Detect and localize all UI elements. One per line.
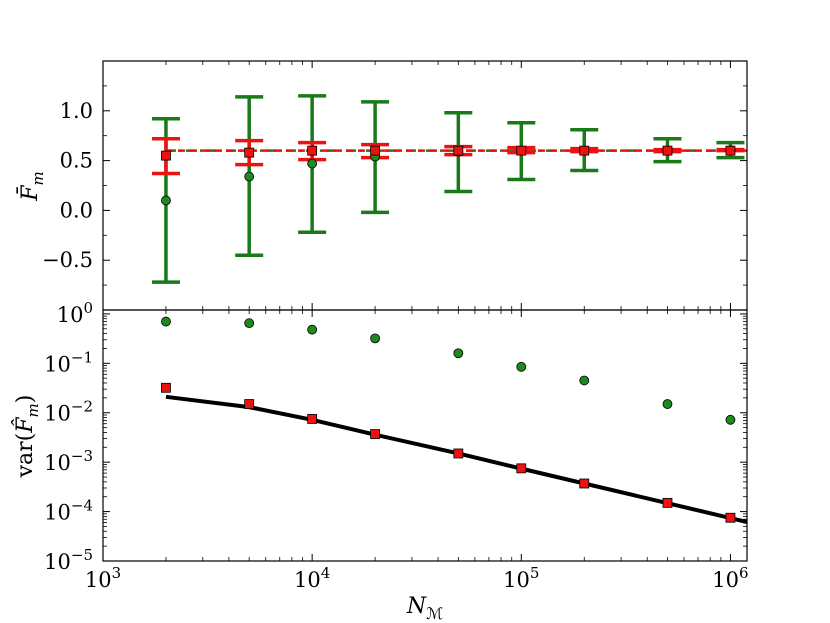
- green-variance-point: [244, 318, 255, 329]
- y-tick-label-bottom: 10−1: [44, 348, 93, 376]
- green-mean-point: [307, 158, 318, 169]
- top-panel-axes: −0.5 0.0 0.5 1.0: [42, 61, 747, 310]
- bottom-panel-frame: [102, 309, 748, 562]
- y-axis-label-top: F̄m: [16, 171, 47, 202]
- red-variance-point: [244, 399, 255, 409]
- red-mean-point: [307, 145, 318, 156]
- y-tick-label-bottom: 10−3: [44, 447, 93, 475]
- red-mean-point: [662, 145, 673, 156]
- green-mean-point: [161, 195, 171, 206]
- red-mean-point: [161, 150, 171, 161]
- green-variance-point: [725, 414, 736, 425]
- red-variance-point: [307, 414, 318, 424]
- green-variance-point: [662, 399, 673, 409]
- x-tick-label: 105: [503, 564, 539, 592]
- bottom-plot-area: [103, 310, 747, 561]
- red-mean-point: [453, 145, 464, 156]
- red-variance-point: [453, 448, 464, 459]
- green-variance-point: [453, 348, 464, 359]
- y-tick-label-top: 1.0: [60, 99, 93, 123]
- red-variance-point: [516, 463, 527, 474]
- red-variance-point: [370, 429, 381, 439]
- x-tick-label: 106: [712, 564, 748, 592]
- y-tick-label-top: 0.0: [60, 198, 93, 222]
- y-tick-label-bottom: 10−4: [44, 497, 93, 525]
- bottom-panel-content: [161, 316, 747, 524]
- red-variance-point: [725, 512, 736, 523]
- top-panel-content: [151, 94, 747, 284]
- red-mean-point: [725, 145, 736, 156]
- y-axis-label-bottom: var(F̂m): [12, 395, 42, 479]
- y-tick-label-bottom: 100: [57, 299, 93, 327]
- x-tick-label: 104: [294, 564, 330, 592]
- top-plot-area: [103, 61, 747, 310]
- y-tick-label-top: −0.5: [42, 248, 93, 272]
- green-variance-point: [307, 324, 318, 335]
- red-mean-point: [516, 145, 527, 156]
- y-tick-label-bottom: 10−5: [44, 546, 93, 574]
- green-mean-point: [244, 171, 255, 182]
- red-variance-point: [579, 478, 590, 489]
- axis-labels: Nℳ F̄m var(F̂m): [12, 171, 443, 623]
- red-variance-point: [161, 382, 171, 393]
- x-axis-label: Nℳ: [406, 594, 443, 623]
- green-variance-point: [161, 316, 171, 327]
- red-mean-point: [579, 145, 590, 156]
- red-mean-point: [370, 145, 381, 156]
- green-variance-point: [516, 361, 527, 372]
- green-variance-point: [579, 375, 590, 386]
- red-mean-point: [244, 147, 255, 158]
- x-tick-label: 103: [85, 564, 121, 592]
- y-tick-label-bottom: 10−2: [44, 398, 93, 426]
- y-tick-label-top: 0.5: [60, 149, 93, 173]
- bottom-panel-axes: 10−5 10−4 10−3 10−2 10−1 100 103 104 105 106: [44, 299, 748, 592]
- green-variance-point: [370, 333, 381, 344]
- theory-line: [165, 394, 747, 524]
- red-variance-point: [662, 497, 673, 508]
